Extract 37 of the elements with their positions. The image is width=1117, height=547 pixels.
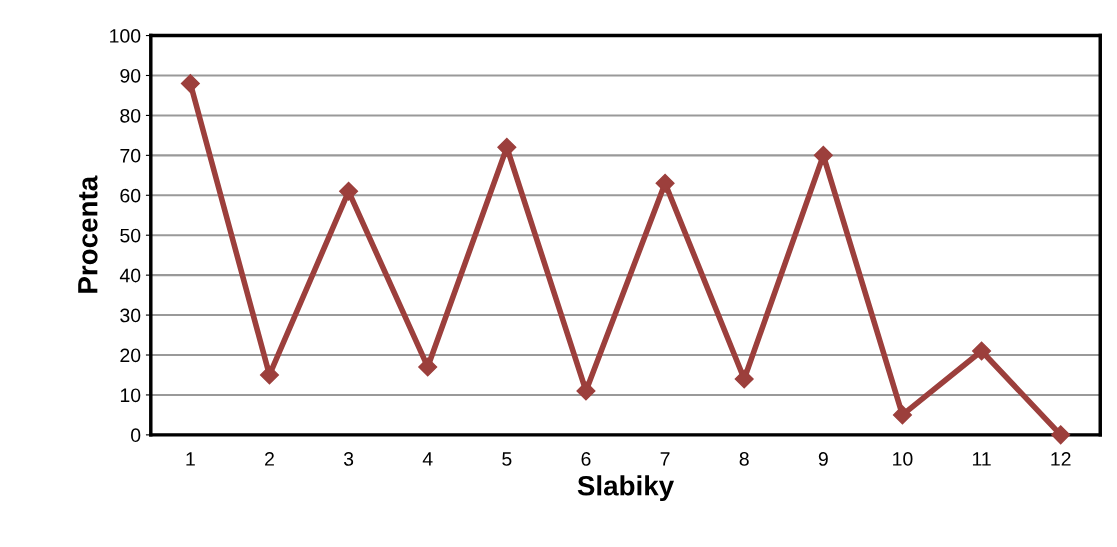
point — [497, 137, 517, 157]
y-tick-label: 20 — [120, 348, 141, 363]
y-axis-title: Procenta — [78, 175, 98, 293]
y-tick-label: 70 — [120, 148, 141, 163]
point — [892, 405, 912, 425]
x-tick-label: 8 — [739, 452, 749, 466]
point — [972, 341, 992, 361]
y-tick-label: 10 — [120, 388, 141, 403]
y-tick-label: 80 — [120, 108, 141, 123]
x-tick-label: 4 — [422, 452, 433, 466]
x-axis-title: Slabiky — [577, 475, 675, 502]
point — [180, 73, 200, 94]
x-tick-label: 7 — [660, 452, 670, 466]
x-tick-label: 2 — [265, 452, 274, 466]
y-tick-label: 50 — [120, 228, 141, 243]
x-tick-label: 11 — [972, 452, 991, 466]
point — [655, 173, 675, 193]
point — [813, 145, 833, 165]
x-tick-label: 1 — [186, 452, 195, 466]
point — [1051, 425, 1071, 445]
y-tick-label: 100 — [110, 29, 141, 43]
x-tick-label: 5 — [502, 452, 512, 466]
point — [734, 369, 754, 389]
y-tick-label: 30 — [120, 308, 141, 323]
x-tick-label: 6 — [581, 452, 591, 466]
point — [418, 357, 438, 377]
x-tick-label: 10 — [893, 452, 913, 466]
point — [259, 365, 280, 385]
x-tick-label: 9 — [818, 452, 828, 466]
y-tick-label: 60 — [120, 188, 141, 203]
x-tick-label: 12 — [1051, 452, 1071, 466]
y-tick-label: 90 — [120, 68, 141, 83]
point — [576, 381, 596, 401]
x-tick-label: 3 — [343, 452, 354, 466]
y-tick-label: 0 — [131, 428, 141, 443]
point — [339, 181, 359, 201]
y-tick-label: 40 — [119, 268, 141, 283]
